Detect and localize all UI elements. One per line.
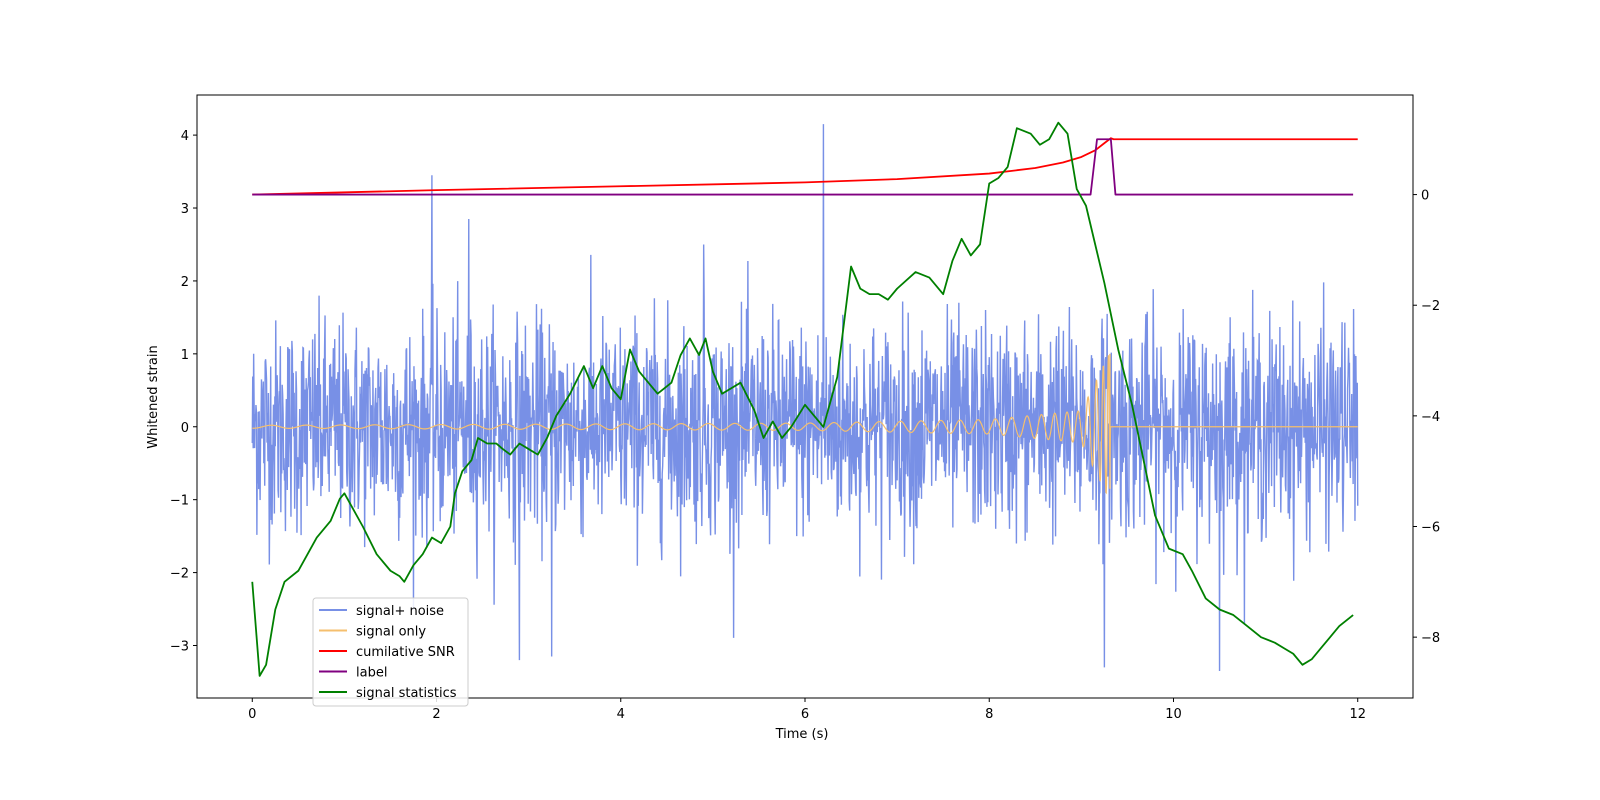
x-tick-label: 10 xyxy=(1165,707,1182,722)
y-tick-label: 2 xyxy=(181,275,189,290)
series-signal-plus-noise xyxy=(251,124,1359,672)
y-axis-right: −8 −6 −4 −2 0 xyxy=(1413,189,1440,646)
y2-tick-label: −2 xyxy=(1421,299,1440,314)
y-tick-label: 4 xyxy=(181,129,189,144)
x-tick-label: 2 xyxy=(432,707,440,722)
x-axis: 0 2 4 6 8 10 12 xyxy=(248,698,1366,722)
x-tick-label: 0 xyxy=(248,707,256,722)
x-tick-label: 8 xyxy=(985,707,993,722)
y-tick-label: 3 xyxy=(181,202,189,217)
x-tick-label: 4 xyxy=(617,707,625,722)
y-axis-left: −3 −2 −1 0 1 2 3 4 xyxy=(170,129,197,655)
legend-item-signal-statistics: signal statistics xyxy=(319,686,457,701)
legend-item-signal-only: signal only xyxy=(319,625,426,640)
legend-item-label: label xyxy=(319,666,387,681)
y-tick-label: 0 xyxy=(181,421,189,436)
x-axis-label: Time (s) xyxy=(775,727,829,742)
legend: signal+ noise signal only cumilative SNR la… xyxy=(312,597,469,707)
legend-box xyxy=(312,597,469,707)
plot-area xyxy=(251,121,1359,677)
x-tick-label: 12 xyxy=(1349,707,1366,722)
y2-tick-label: −4 xyxy=(1421,410,1440,425)
series-cumilative-snr xyxy=(252,137,1358,196)
series-signal-only xyxy=(252,355,1358,495)
y-axis-label: Whitened strain xyxy=(146,345,161,448)
x-tick-label: 6 xyxy=(801,707,809,722)
legend-label: signal only xyxy=(356,625,426,640)
legend-label: signal+ noise xyxy=(356,604,444,619)
y-tick-label: −1 xyxy=(170,494,189,509)
y-tick-label: −2 xyxy=(170,567,189,582)
y2-tick-label: −6 xyxy=(1421,521,1440,536)
legend-item-signal-noise: signal+ noise xyxy=(319,604,444,619)
legend-item-cumilative-snr: cumilative SNR xyxy=(319,645,455,660)
legend-label: label xyxy=(356,666,387,681)
legend-label: signal statistics xyxy=(356,686,457,701)
y2-tick-label: 0 xyxy=(1421,189,1429,204)
series-signal-statistics xyxy=(251,121,1354,677)
y-tick-label: 1 xyxy=(181,348,189,363)
y-tick-label: −3 xyxy=(170,640,189,655)
legend-label: cumilative SNR xyxy=(356,645,455,660)
y2-tick-label: −8 xyxy=(1421,631,1440,646)
series-label xyxy=(252,138,1354,196)
